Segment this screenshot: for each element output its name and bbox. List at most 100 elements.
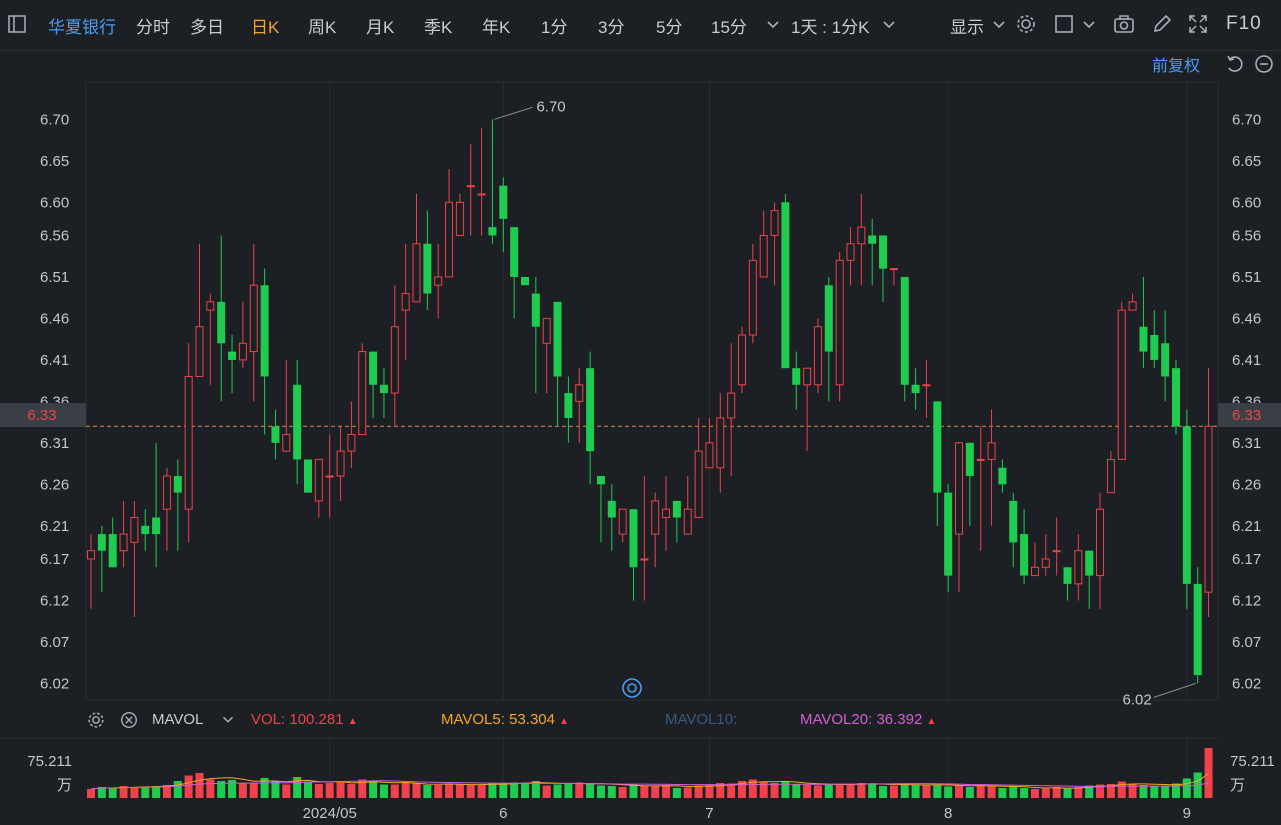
volume-bar <box>325 783 334 798</box>
gear-icon[interactable] <box>1015 13 1037 35</box>
tab-zhouk[interactable]: 周K <box>308 18 337 37</box>
interval-select[interactable]: 1天 : 1分K <box>791 18 870 37</box>
price-tick-right: 6.21 <box>1232 518 1261 535</box>
candle <box>1063 567 1072 601</box>
tab-jik[interactable]: 季K <box>424 18 453 37</box>
volume-bar <box>900 784 909 798</box>
display-chevron-icon[interactable] <box>988 13 1005 35</box>
candle <box>238 301 247 369</box>
volume-bar <box>1204 748 1213 798</box>
candle-body <box>466 185 475 188</box>
candle <box>87 534 95 609</box>
candle-body <box>1063 567 1072 584</box>
candle-body <box>1193 583 1202 676</box>
candle-body <box>1020 534 1029 576</box>
candle-body <box>694 450 703 519</box>
candle-body <box>1172 368 1180 427</box>
candle-body <box>379 384 388 394</box>
volume-bar <box>206 779 215 798</box>
close-icon[interactable] <box>119 710 139 730</box>
tab-fenshi[interactable]: 分时 <box>136 18 170 37</box>
candle-body <box>293 384 302 460</box>
volume-bar <box>662 785 671 798</box>
price-tick-right: 6.41 <box>1232 352 1261 369</box>
candle-body <box>336 450 345 477</box>
candle-body <box>879 235 888 269</box>
adjust-mode-button[interactable]: 前复权 <box>1152 58 1201 75</box>
undo-icon[interactable] <box>1224 53 1246 75</box>
indicator-chevron-icon[interactable] <box>220 709 236 729</box>
candle <box>586 351 595 485</box>
zoom-out-icon[interactable] <box>1253 53 1275 75</box>
tab-5min[interactable]: 5分 <box>656 18 683 37</box>
candle-body <box>499 185 508 219</box>
chevron-down-icon[interactable] <box>762 13 779 35</box>
candle <box>1009 492 1018 568</box>
price-tick-right: 6.17 <box>1232 551 1261 568</box>
min-price-label: 6.02 <box>1122 691 1151 708</box>
candle <box>510 227 519 319</box>
tab-niank[interactable]: 年K <box>482 18 511 37</box>
candle <box>271 409 280 460</box>
candle <box>184 343 193 543</box>
volume-bar <box>1085 785 1094 798</box>
candle-body <box>575 384 584 402</box>
sidebar-toggle-icon[interactable] <box>6 13 28 35</box>
price-tick-right: 6.12 <box>1232 592 1261 609</box>
f10-button[interactable]: F10 <box>1226 13 1262 34</box>
candle-body <box>488 227 497 236</box>
indicator-name[interactable]: MAVOL <box>152 711 204 728</box>
mavol20-label: MAVOL20: <box>800 711 873 728</box>
target-icon[interactable] <box>622 678 642 698</box>
candle <box>564 376 573 443</box>
stock-name[interactable]: 华夏银行 <box>48 18 116 37</box>
tab-3min[interactable]: 3分 <box>598 18 625 37</box>
mavol5-line <box>90 773 1209 790</box>
volume-bar <box>521 782 529 798</box>
mavol5-label: MAVOL5: <box>441 711 505 728</box>
volume-axis-value-left: 75.211 <box>27 753 72 770</box>
candle <box>868 218 877 286</box>
candle-body <box>1117 309 1126 460</box>
square-chevron-icon[interactable] <box>1078 13 1095 35</box>
candle <box>1204 368 1213 618</box>
volume-bar <box>466 785 475 798</box>
display-menu[interactable]: 显示 <box>950 18 984 37</box>
volume-axis-value-right: 75.211 <box>1230 753 1275 770</box>
candle <box>662 476 671 551</box>
pencil-icon[interactable] <box>1151 13 1173 35</box>
tab-duori[interactable]: 多日 <box>190 18 224 37</box>
volume-bar <box>976 784 985 798</box>
candle-body <box>152 517 161 535</box>
volume-bar <box>1030 789 1039 798</box>
fullscreen-icon[interactable] <box>1187 13 1209 35</box>
candle-body <box>705 442 714 469</box>
camera-icon[interactable] <box>1113 13 1135 35</box>
volume-bar <box>727 783 736 798</box>
candle-body <box>325 475 334 478</box>
tab-15min[interactable]: 15分 <box>711 18 747 37</box>
volume-bar <box>1172 783 1180 798</box>
volume-bar <box>998 788 1007 798</box>
tab-rik[interactable]: 日K <box>251 18 280 37</box>
candle-body <box>217 301 226 344</box>
candle-body <box>390 326 399 394</box>
mavol20-line <box>90 780 1209 790</box>
candle-body <box>1150 335 1159 360</box>
candle <box>889 268 898 286</box>
candle-body <box>455 201 464 236</box>
mavol20-value: 36.392 <box>876 711 923 728</box>
indicator-gear-icon[interactable] <box>86 710 106 730</box>
price-tick-right: 6.56 <box>1232 227 1261 244</box>
tab-yuek[interactable]: 月K <box>366 18 395 37</box>
price-tick-right: 6.31 <box>1232 435 1261 452</box>
tab-1min[interactable]: 1分 <box>541 18 568 37</box>
price-tick-left: 6.07 <box>40 634 69 651</box>
volume-bars <box>87 748 1213 798</box>
square-icon[interactable] <box>1053 13 1075 35</box>
candle-body <box>369 351 378 385</box>
volume-bar <box>835 783 844 798</box>
candle <box>922 359 931 418</box>
interval-chevron-icon[interactable] <box>878 13 895 35</box>
